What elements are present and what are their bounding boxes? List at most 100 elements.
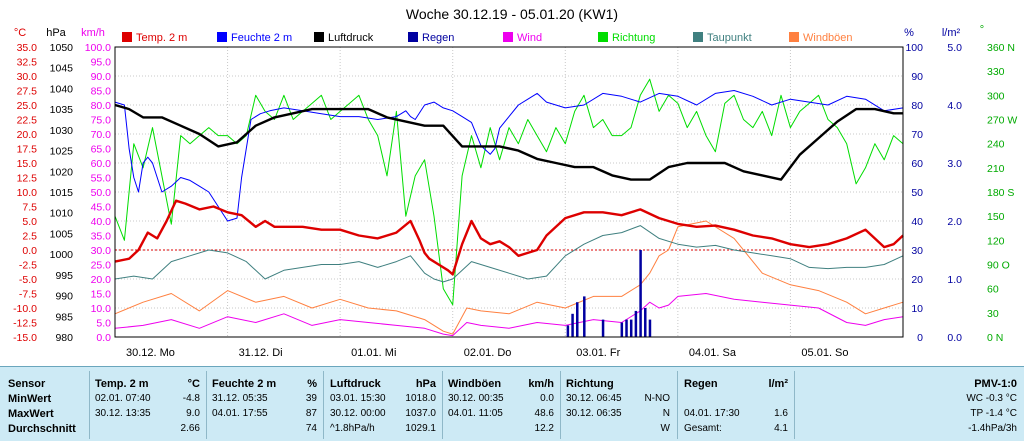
chart-title: Woche 30.12.19 - 05.01.20 (KW1) bbox=[406, 6, 618, 22]
y-tick-dir: 240 bbox=[987, 139, 1005, 151]
stat-druck-time: 30.12. 00:00 bbox=[330, 408, 386, 419]
stat-feuchte-val: 74 bbox=[305, 423, 317, 434]
x-tick-label: 01.01. Mi bbox=[351, 347, 396, 359]
x-tick-label: 31.12. Di bbox=[239, 347, 283, 359]
stat-boeen-time: 30.12. 00:35 bbox=[448, 393, 504, 404]
y-tick-hpa: 1035 bbox=[50, 104, 74, 116]
y-tick-hpa: 1005 bbox=[50, 228, 74, 240]
stat-temp-val: 9.0 bbox=[186, 408, 200, 419]
stat-feuchte-val: 39 bbox=[305, 393, 317, 404]
y-tick-kmh: 10.0 bbox=[91, 303, 112, 315]
y-tick-temp: 27.5 bbox=[17, 86, 38, 98]
y-tick-hpa: 1025 bbox=[50, 146, 74, 158]
y-tick-temp: -7.5 bbox=[19, 289, 37, 301]
bar-regen bbox=[620, 322, 624, 337]
stat-temp-time: 02.01. 07:40 bbox=[95, 393, 151, 404]
y-tick-temp: 7.5 bbox=[22, 202, 37, 214]
stats-header-luftdruck: Luftdruck bbox=[330, 378, 381, 390]
stats-header-feuchte-unit: % bbox=[307, 378, 317, 390]
stats-separator bbox=[794, 371, 795, 439]
y-tick-hpa: 1030 bbox=[50, 125, 74, 137]
stats-separator bbox=[677, 371, 678, 439]
y-tick-temp: 17.5 bbox=[17, 144, 38, 156]
x-tick-label: 02.01. Do bbox=[464, 347, 512, 359]
y-tick-kmh: 0.0 bbox=[96, 332, 111, 344]
y-tick-temp: -12.5 bbox=[13, 318, 37, 330]
stat-regen-time: Gesamt: bbox=[684, 423, 722, 434]
stats-header-pmv: PMV-1:0 bbox=[974, 378, 1017, 390]
y-tick-kmh: 100.0 bbox=[85, 42, 111, 54]
legend-label: Taupunkt bbox=[707, 32, 752, 44]
y-tick-hpa: 1000 bbox=[50, 249, 74, 261]
y-tick-kmh: 75.0 bbox=[91, 115, 112, 127]
bar-regen bbox=[634, 310, 638, 337]
y-tick-kmh: 50.0 bbox=[91, 187, 112, 199]
y-tick-temp: -15.0 bbox=[13, 332, 37, 344]
y-tick-temp: 5.0 bbox=[22, 216, 37, 228]
y-tick-dir: 150 bbox=[987, 211, 1005, 223]
stats-separator bbox=[442, 371, 443, 439]
legend-swatch bbox=[693, 32, 703, 42]
y-tick-rain: 4.0 bbox=[947, 100, 962, 112]
stats-header-windboeen-unit: km/h bbox=[528, 378, 554, 390]
y-tick-rain: 1.0 bbox=[947, 274, 962, 286]
stat-temp-time: 30.12. 13:35 bbox=[95, 408, 151, 419]
unit-rain: l/m² bbox=[942, 27, 961, 39]
y-tick-pct: 40 bbox=[911, 216, 923, 228]
bar-regen bbox=[566, 325, 570, 337]
y-tick-kmh: 95.0 bbox=[91, 57, 112, 69]
y-tick-pct: 60 bbox=[911, 158, 923, 170]
y-tick-pct: 20 bbox=[911, 274, 923, 286]
bar-regen bbox=[583, 296, 586, 337]
stat-druck-val: 1029.1 bbox=[405, 423, 436, 434]
y-tick-dir: 330 bbox=[987, 66, 1005, 78]
stat-boeen-val: 48.6 bbox=[534, 408, 554, 419]
bar-regen bbox=[648, 319, 652, 337]
legend-label: Richtung bbox=[612, 32, 655, 44]
y-tick-pct: 30 bbox=[911, 245, 923, 257]
y-tick-kmh: 85.0 bbox=[91, 86, 112, 98]
y-tick-dir: 0 N bbox=[987, 332, 1003, 344]
stat-druck-val: 1018.0 bbox=[405, 393, 436, 404]
y-tick-temp: 20.0 bbox=[17, 129, 38, 141]
legend-label: Wind bbox=[517, 32, 542, 44]
line-feuchte-2-m bbox=[114, 90, 904, 222]
stat-feuchte-time: 31.12. 05:35 bbox=[212, 393, 268, 404]
line-wind bbox=[114, 293, 904, 337]
stats-header-sensor: Sensor bbox=[8, 378, 46, 390]
y-tick-kmh: 60.0 bbox=[91, 158, 112, 170]
y-tick-kmh: 45.0 bbox=[91, 202, 112, 214]
stats-header-regen: Regen bbox=[684, 378, 718, 390]
y-tick-dir: 60 bbox=[987, 284, 999, 296]
y-tick-temp: 32.5 bbox=[17, 57, 38, 69]
y-tick-kmh: 30.0 bbox=[91, 245, 112, 257]
axis-labels: 35.0 32.5 30.0 27.5 25.0 22.5 20.0 17.5 15.0 12.5… bbox=[13, 42, 1017, 359]
stats-panel: Sensor Temp. 2 m °C Feuchte 2 m % Luftdr… bbox=[0, 366, 1024, 441]
stat-pmv: -1.4hPa/3h bbox=[968, 423, 1017, 434]
y-tick-kmh: 40.0 bbox=[91, 216, 112, 228]
y-tick-pct: 100 bbox=[905, 42, 923, 54]
y-tick-kmh: 20.0 bbox=[91, 274, 112, 286]
bar-regen bbox=[629, 319, 633, 337]
y-tick-pct: 50 bbox=[911, 187, 923, 199]
stats-separator bbox=[560, 371, 561, 439]
y-tick-kmh: 15.0 bbox=[91, 289, 112, 301]
unit-pct: % bbox=[904, 27, 914, 39]
y-tick-rain: 3.0 bbox=[947, 158, 962, 170]
y-tick-temp: -2.5 bbox=[19, 260, 37, 272]
y-tick-hpa: 1050 bbox=[50, 42, 74, 54]
y-tick-pct: 90 bbox=[911, 71, 923, 83]
stat-richtung-time: 30.12. 06:35 bbox=[566, 408, 622, 419]
y-tick-kmh: 25.0 bbox=[91, 260, 112, 272]
y-tick-kmh: 80.0 bbox=[91, 100, 112, 112]
y-tick-temp: -10.0 bbox=[13, 303, 37, 315]
unit-hpa: hPa bbox=[46, 27, 66, 39]
line-taupunkt bbox=[114, 225, 904, 283]
bar-regen bbox=[644, 308, 647, 337]
line-windböen bbox=[114, 220, 904, 335]
y-tick-rain: 2.0 bbox=[947, 216, 962, 228]
y-tick-hpa: 1015 bbox=[50, 187, 74, 199]
y-tick-pct: 0 bbox=[917, 332, 923, 344]
y-tick-dir: 270 W bbox=[987, 115, 1017, 127]
bar-regen bbox=[639, 250, 642, 337]
